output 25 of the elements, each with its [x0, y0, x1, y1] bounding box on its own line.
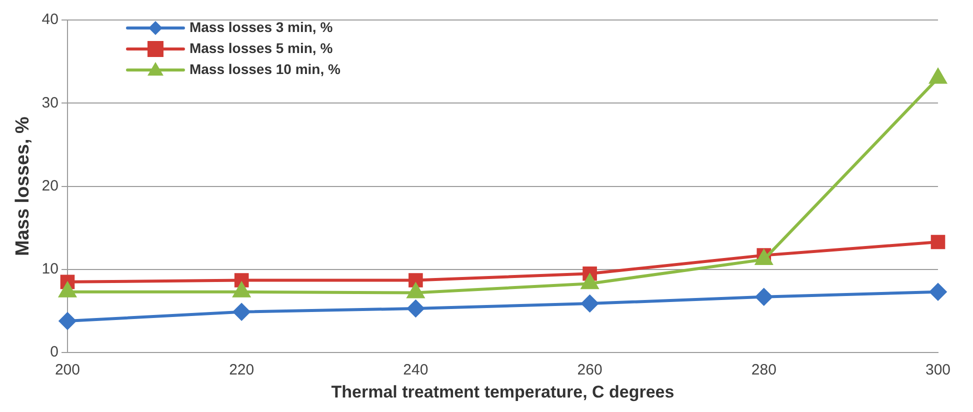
legend-label: Mass losses 5 min, % [189, 40, 334, 56]
point [407, 300, 424, 318]
x-tick-label: 260 [577, 362, 602, 379]
point [930, 68, 946, 84]
y-tick-label: 0 [50, 344, 58, 361]
point [581, 295, 598, 312]
y-tick-label: 20 [42, 177, 58, 194]
y-tick-label: 40 [42, 11, 58, 28]
y-tick-label: 30 [42, 94, 58, 112]
x-tick-label: 200 [54, 362, 80, 379]
y-axis-title: Mass losses, % [12, 116, 34, 256]
x-tick-label: 220 [229, 362, 254, 379]
legend-label: Mass losses 10 min, % [189, 60, 341, 77]
x-tick-label: 240 [403, 362, 428, 379]
point [930, 283, 946, 300]
point [408, 273, 423, 288]
point [755, 288, 772, 306]
point [930, 234, 946, 250]
legend-label: Mass losses 3 min, % [189, 18, 334, 35]
y-tick-label: 10 [42, 260, 58, 278]
x-tick-label: 280 [751, 362, 776, 379]
x-axis-title: Thermal treatment temperature, C degrees [331, 382, 674, 402]
point [233, 303, 250, 320]
point [58, 312, 76, 330]
x-tick-label: 300 [925, 362, 951, 379]
